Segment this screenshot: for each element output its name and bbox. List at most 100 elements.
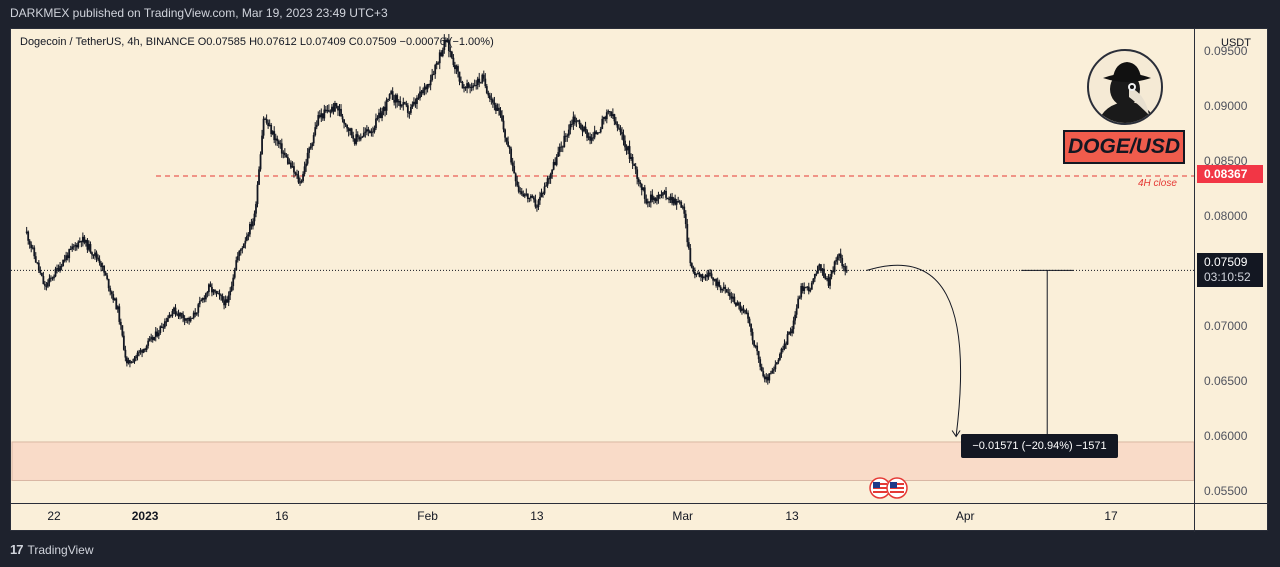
candle-body — [505, 137, 508, 142]
us-events-icon[interactable] — [869, 477, 909, 499]
candle-body — [446, 39, 449, 43]
candle-body — [346, 124, 349, 129]
candle-body — [185, 319, 188, 321]
candle-body — [754, 345, 757, 347]
candle-body — [160, 326, 163, 328]
candle-body — [31, 247, 34, 249]
candle-body — [810, 282, 813, 290]
symbol-legend[interactable]: Dogecoin / TetherUS, 4h, BINANCE O0.0758… — [20, 36, 494, 48]
candle-body — [549, 174, 552, 179]
candle-body — [479, 82, 482, 84]
axis-unit-label[interactable]: USDT — [1221, 37, 1251, 49]
candle-body — [807, 286, 810, 292]
candle-body — [195, 312, 198, 315]
candle-body — [341, 116, 344, 120]
candle-body — [176, 313, 178, 315]
candle-body — [344, 123, 347, 125]
candle-body — [630, 157, 632, 159]
candle-body — [157, 332, 160, 337]
tradingview-footer[interactable]: 17 TradingView — [10, 542, 94, 557]
candle-body — [242, 243, 245, 249]
candle-body — [575, 121, 578, 123]
candle-body — [28, 240, 31, 245]
candle-body — [235, 260, 238, 271]
candle-body — [654, 197, 657, 202]
candle-body — [261, 135, 263, 155]
candle-body — [56, 268, 58, 270]
candle-body — [507, 141, 509, 147]
candle-body — [496, 107, 499, 111]
candle-body — [75, 244, 78, 248]
candle-body — [706, 274, 708, 278]
candle-body — [546, 178, 549, 186]
candle-body — [42, 276, 45, 285]
candle-body — [747, 312, 749, 319]
candle-body — [282, 152, 285, 154]
candle-body — [309, 146, 312, 149]
candle-body — [368, 131, 371, 134]
candle-body — [174, 307, 177, 315]
candle-body — [478, 78, 481, 83]
candle-body — [531, 195, 534, 198]
candle-body — [577, 120, 579, 122]
price-tick-label: 0.09500 — [1204, 44, 1248, 59]
candle-body — [719, 286, 722, 291]
candle-body — [677, 201, 680, 203]
candle-body — [397, 101, 400, 103]
candle-body — [762, 371, 765, 377]
candle-body — [686, 224, 689, 243]
candle-body — [733, 296, 736, 303]
candle-body — [710, 273, 713, 278]
candle-body — [668, 199, 670, 201]
candle-body — [400, 104, 403, 107]
candle-body — [724, 286, 727, 290]
candle-body — [621, 132, 623, 135]
candle-body — [361, 136, 364, 138]
candle-body — [80, 241, 83, 243]
candle-body — [212, 289, 215, 293]
candle-body — [596, 132, 599, 135]
candle-body — [358, 137, 361, 140]
candle-body — [508, 146, 511, 149]
candle-body — [545, 185, 547, 187]
candle-body — [485, 86, 488, 94]
candle-body — [709, 272, 711, 274]
candle-body — [308, 148, 311, 153]
candle-body — [590, 137, 593, 141]
candle-body — [712, 277, 715, 281]
candle-body — [636, 169, 639, 179]
candle-body — [836, 256, 839, 261]
candle-body — [51, 277, 54, 279]
candle-body — [62, 259, 65, 267]
candle-body — [203, 298, 206, 300]
candle-body — [753, 340, 756, 346]
candle-body — [698, 272, 701, 277]
candle-body — [608, 111, 611, 113]
candle-body — [750, 323, 752, 332]
candle-body — [97, 257, 99, 260]
candle-body — [744, 310, 746, 313]
candle-body — [30, 244, 33, 248]
candle-body — [536, 206, 538, 208]
candle-body — [423, 86, 426, 90]
time-tick-label: 17 — [1104, 509, 1118, 523]
candle-body — [738, 302, 740, 306]
candle-body — [59, 266, 61, 271]
candle-body — [537, 200, 540, 208]
time-axis-border — [11, 503, 1269, 504]
candle-body — [267, 122, 270, 127]
candle-body — [182, 314, 184, 319]
candle-body — [593, 131, 596, 138]
candle-body — [121, 325, 124, 336]
candle-body — [674, 198, 677, 205]
candle-body — [458, 71, 461, 82]
candle-body — [695, 273, 698, 276]
candle-body — [583, 126, 585, 132]
candle-body — [48, 278, 51, 283]
candle-body — [671, 196, 674, 204]
candle-body — [364, 131, 367, 133]
candle-body — [294, 172, 297, 174]
candle-body — [148, 338, 151, 341]
chart-area[interactable]: Dogecoin / TetherUS, 4h, BINANCE O0.0758… — [10, 28, 1269, 532]
candle-body — [581, 129, 584, 132]
